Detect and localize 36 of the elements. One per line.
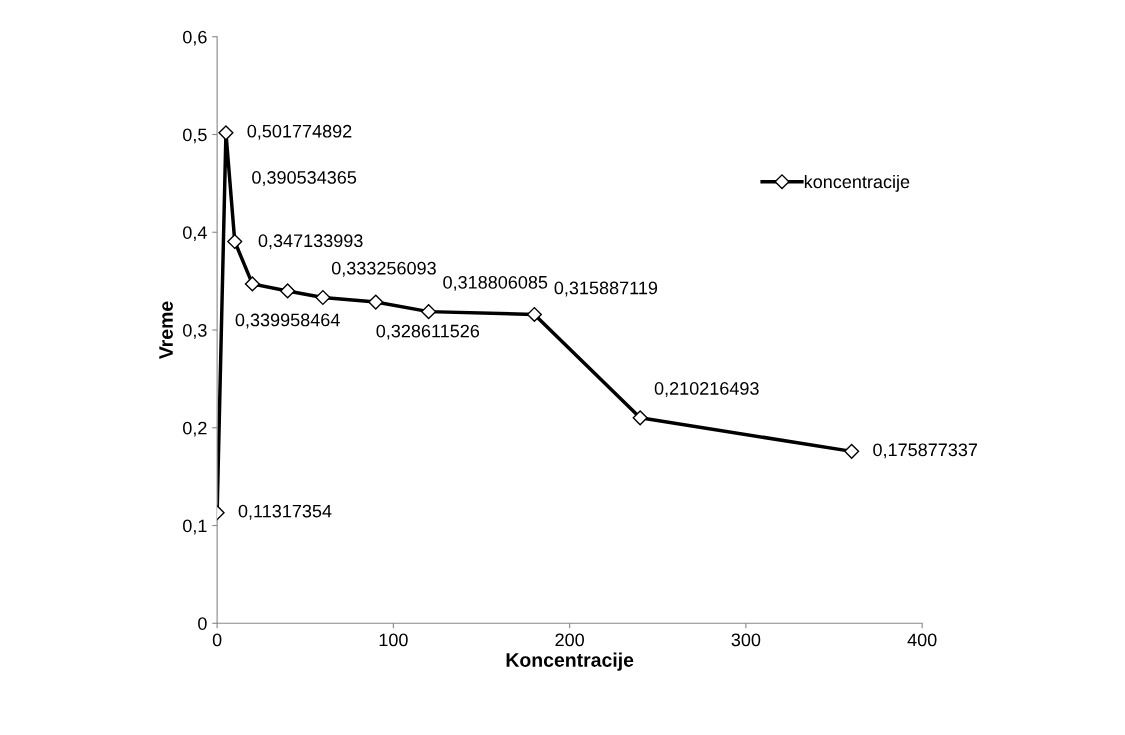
point: [632, 410, 648, 426]
data-label: 0,501774892: [247, 124, 352, 140]
data-label: 0,315887119: [554, 281, 658, 297]
y-tick-label: 0: [198, 617, 207, 630]
x-axis-title: Koncentracije: [506, 652, 634, 671]
data-label: 0,210216493: [654, 382, 759, 397]
point: [421, 304, 437, 320]
y-tick-label: 0,5: [183, 128, 207, 144]
data-label: 0,328611526: [376, 324, 480, 340]
point: [315, 289, 331, 306]
point: [218, 125, 234, 141]
point: [526, 306, 542, 323]
data-label: 0,175877337: [873, 443, 978, 459]
x-tick-label: 100: [379, 633, 408, 647]
data-label: 0,390534365: [252, 171, 357, 186]
point: [227, 233, 243, 250]
x-tick-label: 200: [555, 633, 584, 647]
data-label: 0,333256093: [331, 261, 436, 277]
y-tick-label: 0,3: [183, 323, 207, 339]
y-axis-title: Vreme: [159, 301, 173, 360]
x-tick-label: 400: [907, 633, 937, 647]
legend-label: koncentracije: [804, 174, 910, 192]
data-label: 0,339958464: [235, 313, 340, 329]
y-tick-label: 0,4: [183, 226, 207, 242]
data-label: 0,11317354: [238, 504, 332, 520]
point: [368, 294, 384, 310]
x-tick-label: 0: [212, 633, 222, 647]
y-tick-label: 0,2: [183, 421, 207, 437]
data-label: 0,318806085: [443, 275, 548, 291]
y-tick-label: 0,1: [183, 519, 207, 535]
point: [244, 276, 260, 292]
y-tick-label: 0,6: [183, 30, 207, 46]
point: [844, 443, 860, 459]
point: [280, 283, 296, 299]
data-label: 0,347133993: [258, 234, 363, 250]
x-tick-label: 300: [731, 633, 761, 647]
